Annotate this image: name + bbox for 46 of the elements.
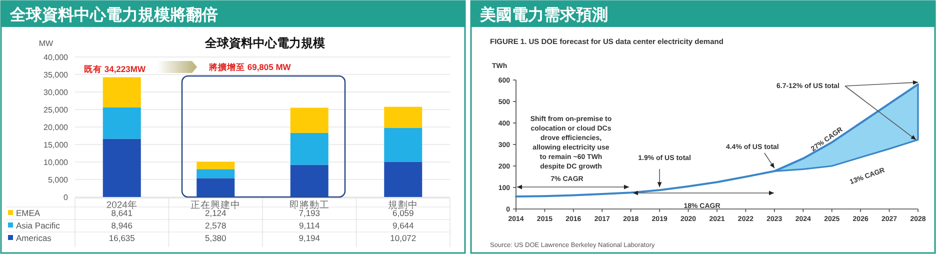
data-label: 9,644 [392,220,414,230]
y-tick-label: 25,000 [44,106,69,114]
y-tick-label: 10,000 [44,158,69,167]
y-tick-label: 35,000 [44,70,69,80]
chart-title: 全球資料中心電力規模將翻倍 [9,5,218,24]
bar [384,128,422,162]
data-label: 8,946 [111,220,133,230]
data-label: 8,641 [111,208,133,218]
annotation: 將擴增至 69,805 MW [208,62,292,72]
y-tick-label: 40,000 [44,53,69,62]
y-tick-label: 5,000 [48,176,69,184]
y-axis-title: MW [38,39,54,48]
data-label: 9,114 [299,220,320,230]
y-tick-label: 0 [64,193,69,202]
chart-title: 美國電力需求預測 [479,5,608,24]
x-tick-label: 規劃中 [388,199,418,211]
data-label: 6,059 [392,208,414,218]
bar [384,162,422,197]
legend-label: EMEA [16,208,40,218]
x-tick-label: 即將動工 [289,199,330,211]
y-tick-label: 15,000 [44,140,69,150]
data-label: 5,380 [204,233,227,243]
data-label: 10,072 [390,233,416,243]
x-tick-label: 2024年 [106,199,138,211]
chart-subtitle: 全球資料中心電力規模 [204,36,325,50]
bar [290,132,328,165]
data-label: 2,124 [204,208,227,218]
legend-label: Americas [16,233,52,243]
bar [196,178,235,197]
bar [384,106,422,128]
x-tick-label: 正在興建中 [190,199,241,211]
bar [290,164,328,197]
bar [290,108,328,133]
y-tick-label: 20,000 [44,123,69,132]
bar [196,169,235,178]
legend-label: Asia Pacific [16,220,61,230]
bar [102,107,141,139]
data-label: 9,194 [298,233,320,243]
data-label: 16,635 [108,233,136,243]
annotation: 既有 34,223MW [84,64,146,74]
data-label: 2,578 [204,220,227,230]
bar [102,138,141,197]
data-label: 7,193 [298,208,320,218]
bar [102,77,141,108]
bar [196,162,235,170]
y-tick-label: 30,000 [44,88,69,97]
